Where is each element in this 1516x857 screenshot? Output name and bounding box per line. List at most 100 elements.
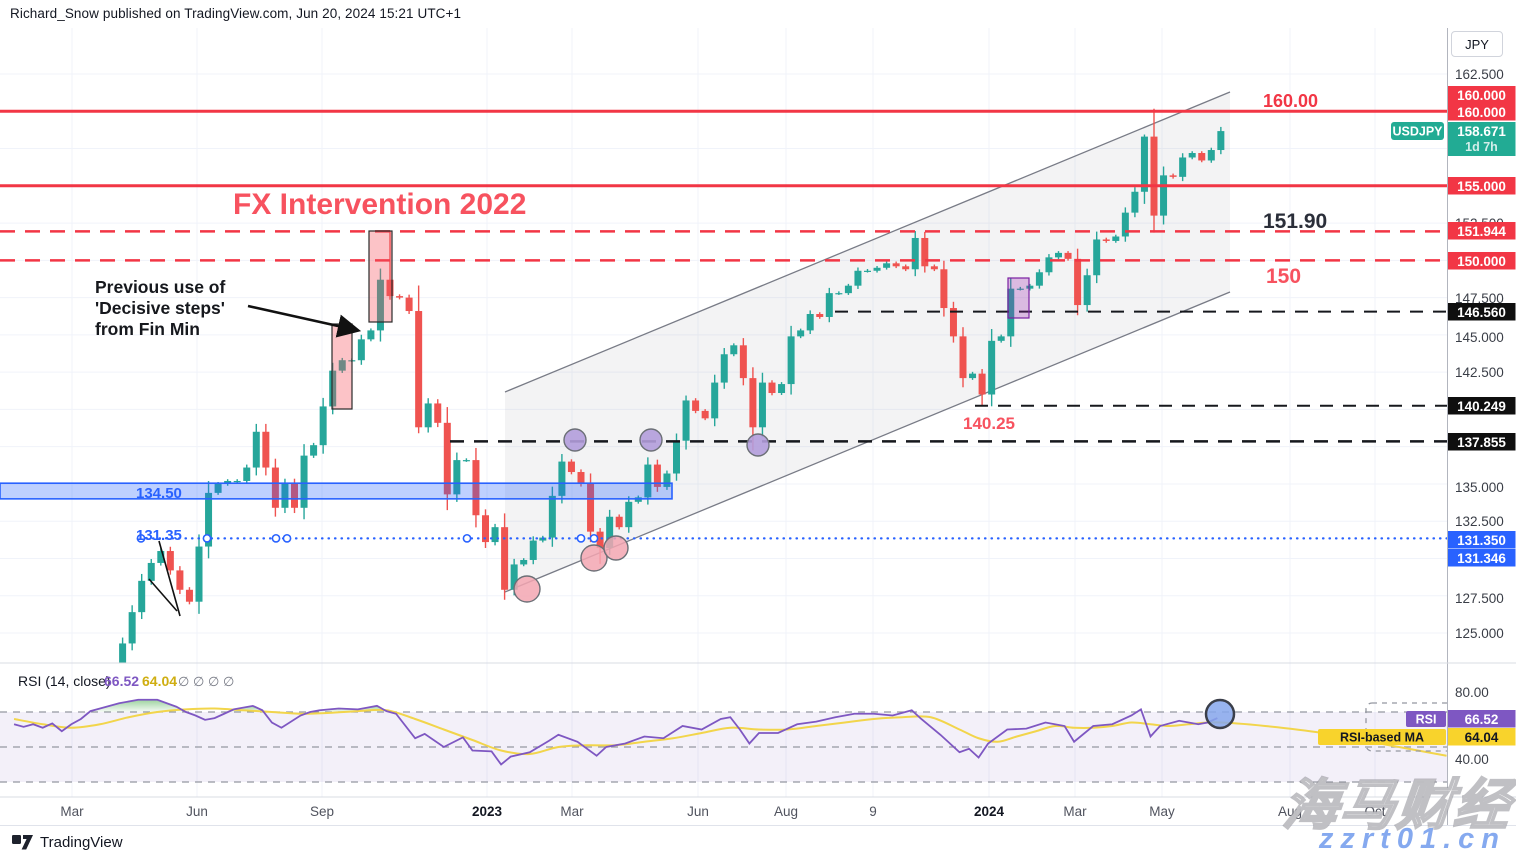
price-tick-label: 147.500 — [1455, 291, 1504, 306]
indicator-label-badge — [1406, 711, 1446, 727]
support-touch-ring — [576, 533, 586, 543]
candle-body — [720, 354, 728, 383]
axis-badge — [1448, 531, 1516, 549]
candle-body — [692, 400, 700, 411]
rsi-pane[interactable]: RSI (14, close)66.52 64.04 ∅ ∅ ∅ ∅ — [0, 673, 1505, 783]
price-tick-label: 80.00 — [1455, 685, 1489, 700]
time-tick-label: Jun — [186, 804, 208, 819]
ellipse-marker-purple-2 — [639, 428, 663, 452]
candle-body — [520, 559, 528, 565]
candle-body — [1179, 157, 1187, 177]
candle-body — [844, 285, 852, 294]
candle-body — [1035, 272, 1043, 286]
axis-badge-label: 64.04 — [1465, 730, 1499, 745]
price-scale[interactable]: 162.500152.500147.500145.000142.500135.0… — [0, 28, 1516, 825]
candle-body — [1093, 239, 1101, 276]
candle-body — [472, 460, 480, 516]
support-touch-ring — [136, 533, 146, 543]
time-scale[interactable]: Mar Jun Sep 2023 Mar Jun Aug 9 2024 Mar May Aug Oct — [60, 804, 1385, 819]
label-14025: 140.25 — [963, 414, 1015, 433]
mini-flag-line — [158, 540, 181, 617]
axis-badge-label: 160.000 — [1457, 88, 1506, 103]
tradingview-logo-text: TradingView — [40, 833, 123, 851]
candle-body — [501, 527, 509, 590]
candle-body — [271, 467, 279, 508]
candle-body — [921, 237, 929, 267]
label-prev-use-line2: 'Decisive steps' — [95, 298, 225, 318]
candle-body — [730, 345, 738, 355]
support-touch-ring — [589, 533, 599, 543]
candle-body — [291, 483, 298, 508]
candle-body — [577, 472, 585, 484]
axis-badge-label: 155.000 — [1457, 179, 1506, 194]
time-tick-label: 2023 — [472, 804, 503, 819]
rsi-selection-outline — [1365, 702, 1447, 752]
candle-body — [367, 330, 375, 340]
axis-badge — [1448, 710, 1516, 728]
candle-body — [644, 464, 652, 498]
rsi-value: 66.52 — [104, 673, 139, 689]
axis-badge — [1448, 397, 1516, 415]
candle-body — [214, 483, 222, 493]
candle-body — [1016, 288, 1024, 290]
candle-body — [969, 373, 977, 379]
candle-body — [1207, 150, 1215, 161]
indicator-label: RSI — [1416, 713, 1437, 727]
axis-badge-label: 137.855 — [1457, 435, 1506, 450]
candle-body — [615, 516, 623, 528]
candle-body — [587, 483, 595, 532]
candle-body — [606, 516, 614, 549]
candle-body — [883, 263, 891, 268]
indicator-label-badge — [1318, 729, 1446, 745]
ellipse-marker-purple-3 — [746, 433, 770, 457]
candle-body — [300, 455, 308, 508]
hidden-value-icon: ∅ — [178, 674, 189, 689]
candle-body — [252, 431, 260, 468]
ellipse-marker-pink-1 — [513, 575, 541, 603]
rsi-line — [13, 698, 1218, 766]
candle-body — [319, 406, 327, 446]
candle-body — [911, 237, 919, 270]
candle-body — [1188, 153, 1196, 158]
candle-body — [128, 612, 136, 644]
time-tick-label: Mar — [60, 804, 84, 819]
candle-body — [262, 431, 270, 468]
price-tick-label: 135.000 — [1455, 480, 1504, 495]
candle-body — [778, 384, 786, 394]
candle-body — [195, 546, 203, 602]
candle-body — [596, 531, 604, 549]
rsi-indicator-title: RSI (14, close) — [18, 673, 111, 689]
rsi-overbought-fill — [89, 699, 186, 712]
hidden-value-icon: ∅ — [193, 674, 204, 689]
main-pane[interactable]: FX Intervention 2022 Previous use of'Deci… — [0, 91, 1447, 696]
candle-body — [357, 339, 365, 361]
trend-channel-top-line — [504, 91, 1231, 393]
support-touch-ring — [462, 533, 472, 543]
candle-body — [1055, 252, 1062, 258]
candle-body — [1217, 131, 1225, 151]
currency-axis-button[interactable]: JPY — [1451, 31, 1503, 57]
candle-body — [548, 495, 556, 538]
tradingview-logo-link[interactable]: TradingView — [12, 834, 123, 851]
candle-body — [157, 551, 165, 563]
candle-body — [758, 382, 766, 428]
candle-body — [310, 445, 318, 456]
trend-channel-fill — [505, 92, 1230, 592]
candle-body — [1140, 136, 1148, 192]
candle-body — [949, 308, 957, 337]
price-tick-label: 125.000 — [1455, 626, 1504, 641]
axis-badge-label: 131.346 — [1457, 551, 1506, 566]
axis-badge-label: 150.000 — [1457, 254, 1506, 269]
axis-badge-label: 151.944 — [1457, 224, 1506, 239]
candle-body — [1064, 252, 1072, 259]
support-touch-ring — [282, 533, 292, 543]
highlight-box-jan2024 — [1007, 277, 1030, 319]
candle-body — [233, 480, 241, 483]
hidden-value-icon: ∅ — [208, 674, 219, 689]
candle-body — [119, 643, 127, 663]
time-tick-label: 2024 — [974, 804, 1005, 819]
candle-body — [434, 403, 442, 423]
candle-body — [701, 410, 709, 419]
